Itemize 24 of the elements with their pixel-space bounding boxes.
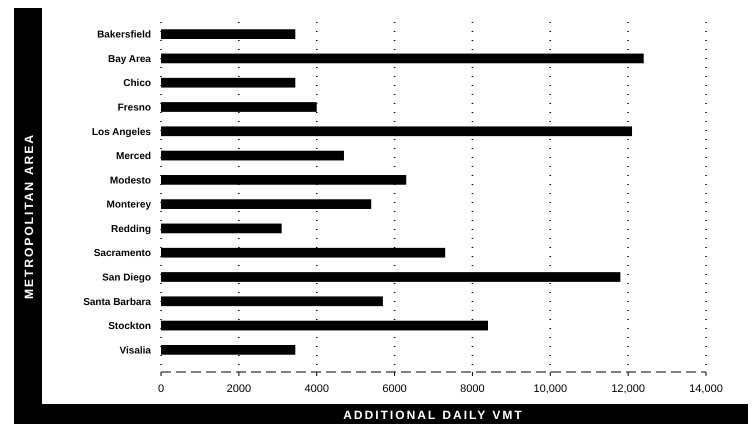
x-tick-label: 8000 (460, 383, 485, 395)
y-tick-label: Redding (111, 224, 151, 235)
y-tick-label: Modesto (110, 175, 151, 186)
y-tick-label: Santa Barbara (83, 296, 152, 308)
y-tick-label: Bay Area (108, 54, 152, 65)
y-tick-label: San Diego (102, 272, 151, 284)
x-tick-label: 6000 (382, 383, 407, 395)
y-tick-label: Los Angeles (92, 126, 152, 138)
x-tick-label: 4000 (304, 383, 329, 395)
x-tick-label: 2000 (226, 383, 252, 395)
y-axis-title: METROPOLITAN AREA (22, 133, 36, 299)
y-tick-label: Sacramento (94, 248, 151, 260)
x-tick-label: 12,000 (611, 383, 645, 395)
y-tick-label: Fresno (118, 102, 151, 114)
y-tick-label: Merced (116, 151, 151, 162)
y-tick-label: Chico (123, 78, 151, 90)
x-tick-label: 14,000 (689, 383, 723, 395)
y-tick-label: Bakersfield (97, 30, 151, 41)
y-tick-label: Monterey (106, 200, 152, 211)
y-tick-label: Stockton (108, 321, 151, 332)
x-tick-label: 10,000 (533, 383, 568, 395)
x-axis-title: ADDITIONAL DAILY VMT (343, 408, 524, 422)
y-tick-label: Visalia (119, 345, 152, 356)
x-tick-label: 0 (158, 383, 164, 395)
